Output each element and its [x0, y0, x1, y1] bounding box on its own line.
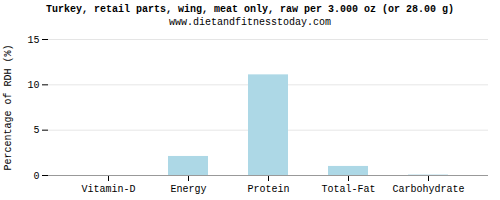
- svg-text:Carbohydrate: Carbohydrate: [392, 184, 464, 195]
- svg-text:15: 15: [27, 35, 39, 46]
- svg-text:5: 5: [33, 125, 39, 136]
- html-text:Turkey, retail parts, wing, me: Turkey, retail parts, wing, meat only, r…: [46, 4, 454, 15]
- html-text:www.dietandfitnesstoday.com: www.dietandfitnesstoday.com: [169, 17, 331, 28]
- svg-text:Vitamin-D: Vitamin-D: [81, 184, 135, 195]
- svg-text:10: 10: [27, 80, 39, 91]
- svg-text:Energy: Energy: [170, 184, 206, 195]
- svg-text:0: 0: [33, 171, 39, 182]
- svg-text:Percentage of RDH (%): Percentage of RDH (%): [3, 44, 14, 170]
- svg-text:Total-Fat: Total-Fat: [321, 184, 375, 195]
- svg-text:Protein: Protein: [247, 184, 289, 195]
